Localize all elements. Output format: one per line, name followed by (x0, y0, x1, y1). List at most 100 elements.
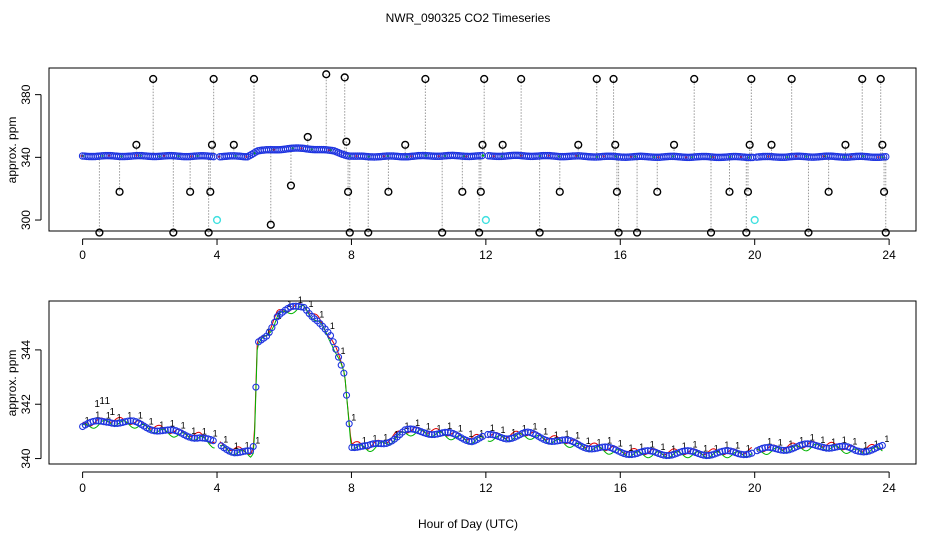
series-digit-label: 1 (714, 444, 719, 454)
outlier-point (343, 187, 353, 196)
series-digit-label: 1 (223, 435, 228, 445)
baseline-marker-green (481, 154, 485, 157)
series-point (369, 440, 377, 448)
series-digit-label: 1 (522, 423, 527, 433)
series-point (585, 445, 593, 453)
series-digit-label: 1 (245, 440, 250, 450)
series-point (822, 444, 830, 452)
series-point (334, 353, 343, 361)
flagged-point (212, 215, 222, 225)
y-tick-label: 380 (19, 84, 33, 104)
outlier-point (592, 74, 601, 84)
series-point (638, 447, 647, 456)
series-digit-label: 1 (628, 443, 633, 453)
outlier-point (95, 228, 104, 237)
series-digit-label: 1 (191, 426, 196, 436)
outlier-point (535, 228, 544, 237)
series-digit-label: 1 (692, 440, 697, 450)
outlier-point (204, 228, 213, 237)
series-point (878, 441, 886, 450)
series-digit-label: 1 (746, 443, 751, 453)
series-digit-label: 1 (735, 441, 740, 451)
outlier-point (517, 74, 526, 84)
series-digit-label: 1 (820, 435, 825, 445)
series-digit-label: 1 (458, 423, 463, 433)
series-point (111, 419, 119, 428)
series-point (425, 430, 433, 438)
series-point (798, 440, 806, 449)
series-digit-label: 1 (852, 437, 857, 447)
series-digit-label: 1 (586, 436, 591, 446)
series-digit-label: 1 (447, 421, 452, 431)
series-point (553, 437, 561, 445)
series-digit-label: 1 (373, 433, 378, 443)
series-point (825, 444, 833, 452)
outlier-point (478, 140, 487, 149)
series-digit-label: 1 (639, 442, 644, 452)
series-point (153, 427, 161, 435)
series-digit-label: 1 (607, 436, 612, 446)
series-point (191, 434, 199, 442)
outlier-point (149, 74, 158, 84)
series-digit-label: 1 (415, 418, 420, 428)
series-point (161, 426, 169, 434)
series-point (625, 451, 633, 459)
outlier-point (458, 187, 467, 196)
flagged-point (481, 215, 490, 225)
series-point (764, 443, 772, 451)
series-point (521, 428, 529, 436)
series-point (740, 451, 748, 459)
series-point (241, 447, 249, 455)
series-point (121, 418, 129, 426)
baseline-point (241, 153, 250, 161)
series-point (326, 332, 335, 340)
series-point (833, 443, 841, 451)
x-tick-label: 8 (348, 481, 355, 495)
series-point (838, 442, 846, 450)
series-digit-label: 1 (618, 439, 623, 449)
series-digit-label: 1 (554, 430, 559, 440)
series-digit-label: 1 (351, 413, 356, 423)
x-tick-label: 4 (214, 248, 221, 262)
x-tick-label: 24 (882, 481, 896, 495)
x-tick-label: 16 (614, 481, 628, 495)
series-digit-label: 1 (650, 439, 655, 449)
series-digit-label: 1 (831, 437, 836, 447)
series-point (252, 383, 260, 391)
series-point (804, 440, 812, 448)
outlier-point (209, 74, 218, 84)
series-point (289, 302, 297, 310)
series-digit-label: 1 (319, 310, 324, 320)
outlier-point (743, 187, 753, 196)
series-digit-label: 1 (383, 432, 388, 442)
series-point (774, 445, 782, 454)
baseline-point (882, 152, 890, 161)
series-point (678, 447, 686, 455)
series-point (428, 431, 436, 439)
series-point (441, 428, 449, 436)
series-point (502, 435, 511, 443)
series-digit-label: 1 (266, 327, 271, 337)
series-point (239, 448, 247, 456)
series-point (377, 440, 385, 448)
series-point (100, 418, 108, 426)
series-point (561, 436, 569, 444)
series-point (660, 451, 668, 459)
y-tick-label: 300 (19, 210, 33, 230)
series-point (596, 444, 604, 452)
series-point (860, 448, 868, 456)
series-point (294, 302, 303, 311)
outlier-point (364, 228, 373, 237)
series-point (857, 448, 865, 456)
series-digit-label: 1 (362, 436, 367, 446)
outlier-point (609, 74, 618, 84)
series-digit-label: 1 (298, 295, 303, 305)
chart-title: NWR_090325 CO2 Timeseries (386, 11, 551, 25)
x-tick-label: 16 (614, 248, 628, 262)
series-digit-label: 1 (426, 421, 431, 431)
series-point (372, 439, 380, 448)
series-digit-label: 1 (213, 428, 218, 438)
series-digit-label: 1 (884, 434, 889, 444)
